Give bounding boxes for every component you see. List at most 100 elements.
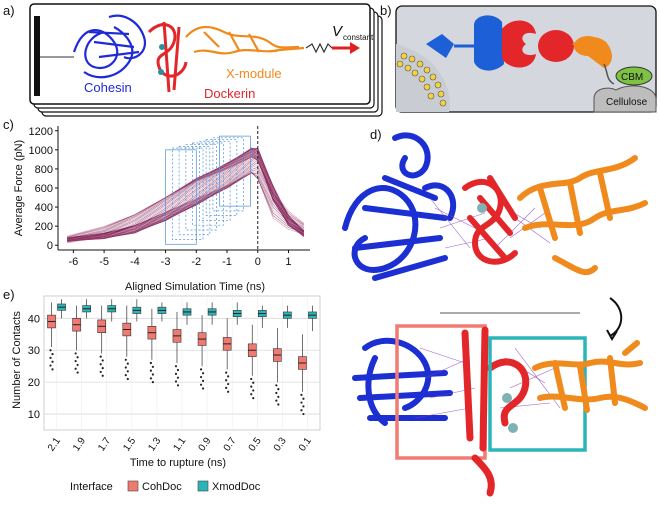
force-x-axis-label: Aligned Simulation Time (ns) [125,281,265,293]
outlier-point [174,380,178,383]
outlier-point [101,367,104,370]
contacts-x-tick-label: 0.5 [247,435,264,453]
outlier-point [275,399,278,402]
panel-letter-b: b) [380,3,392,18]
outlier-point [126,370,129,373]
panel-letter-a: a) [3,3,15,18]
outlier-point [51,368,54,371]
contacts-x-tick-label: 0.9 [197,435,214,453]
bottom-cohesin [352,337,453,426]
outlier-point [174,365,178,368]
outlier-point [51,352,54,356]
analysis-window-box [192,142,224,226]
xmodule-body [574,36,602,56]
top-xmodule [517,155,648,276]
contacts-x-tick-label: 1.9 [71,435,88,453]
force-plot-area: 0 200 400 600 800 1000 1200 -6 -5 -4 -3 -2 -1 0 1 [29,126,310,268]
outlier-point [275,391,278,395]
outlier-point [76,363,79,367]
force-x-tick-label: -2 [191,256,201,268]
force-x-tick-label: -3 [161,256,171,268]
bottom-complex [352,324,648,497]
force-trajectory-line [67,152,305,241]
force-x-tick-label: 1 [285,256,291,268]
dockerin-lobe [538,30,574,62]
contacts-x-tick-label: 0.1 [297,435,314,453]
outlier-point [74,367,77,370]
force-x-tick-label: -6 [68,256,78,268]
force-y-tick-label: 400 [35,202,53,214]
dockerin-structure [147,21,188,93]
outlier-point [124,358,127,361]
outlier-point [227,375,230,378]
cellulose-shape [593,85,657,113]
outlier-point [99,355,102,358]
outlier-point [176,384,180,387]
legend-label-xmoddoc: XmodDoc [212,481,261,493]
outlier-point [302,412,305,416]
force-trajectory-line [67,153,305,240]
outlier-point [199,383,203,386]
outlier-point [99,370,102,374]
outlier-point [199,368,203,371]
cohesin-structure [72,14,147,79]
outlier-point [275,384,278,387]
panel-d-structures [342,132,648,497]
force-y-tick-label: 200 [35,221,53,233]
analysis-window-box [212,137,244,212]
outlier-point [201,379,205,382]
panel-c-force-chart: 0 200 400 600 800 1000 1200 -6 -5 -4 -3 -2 -1 0 1 Aver… [13,126,310,293]
outlier-point [252,396,255,400]
analysis-window-box [171,147,204,240]
top-complex [342,132,648,281]
outlier-point [49,349,52,352]
contacts-y-axis-label: Number of Contacts [11,311,23,409]
panel-letter-d: d) [370,127,382,142]
legend-swatch-xmoddoc [197,480,209,492]
panel-a-diagram: V constant Cohesin Dockerin X-module [29,3,383,117]
xmodule-label: X-module [226,66,282,81]
calcium-ion-2 [158,69,164,75]
contacts-x-tick-label: 1.5 [121,435,138,453]
outlier-point [126,362,129,365]
top-calcium-1 [477,203,487,213]
outlier-point [225,371,228,374]
analysis-window-box [185,144,217,231]
outlier-point [201,372,205,375]
contacts-y-tick-label: 30 [28,345,40,357]
outlier-point [252,389,255,392]
analysis-window-box [205,139,238,217]
panel-e-contacts-chart: 10 20 30 40 2.1 1.9 1.7 1.5 1.3 1.1 0.9 0.7 0.5 0.3 0.… [11,295,321,493]
bottom-calcium-1 [502,393,512,403]
outlier-point [300,393,303,397]
outlier-point [300,409,303,412]
contacts-x-tick-label: 0.7 [222,435,239,453]
outlier-point [74,359,77,363]
dockerin-shape [502,20,536,68]
contacts-x-tick-label: 1.1 [171,435,188,453]
analysis-window-box [219,135,251,207]
cbm-linker [603,63,615,85]
legend-label-cohdoc: CohDoc [142,481,182,493]
top-dockerin [462,175,518,265]
outlier-point [49,364,52,367]
panel-letter-e: e) [3,287,15,302]
lipid-bilayer [396,52,447,107]
outlier-point [225,386,228,389]
contacts-y-tick-label: 20 [28,377,40,389]
outlier-point [149,377,152,380]
bottom-xmodule [532,340,648,413]
outlier-point [149,361,152,365]
contacts-y-tick-label: 10 [28,409,40,421]
contacts-x-axis-label: Time to rupture (ns) [130,457,226,469]
velocity-label: V [332,23,344,40]
outlier-point [151,365,154,368]
force-trajectory-line [67,156,305,237]
cbm-label: CBM [621,72,643,83]
anchor-domain [426,34,454,58]
outlier-point [302,405,305,408]
rotate-arrow-head [606,329,618,341]
xmodule-structure [185,25,305,55]
outlier-point [51,360,54,363]
outlier-point [151,381,154,384]
